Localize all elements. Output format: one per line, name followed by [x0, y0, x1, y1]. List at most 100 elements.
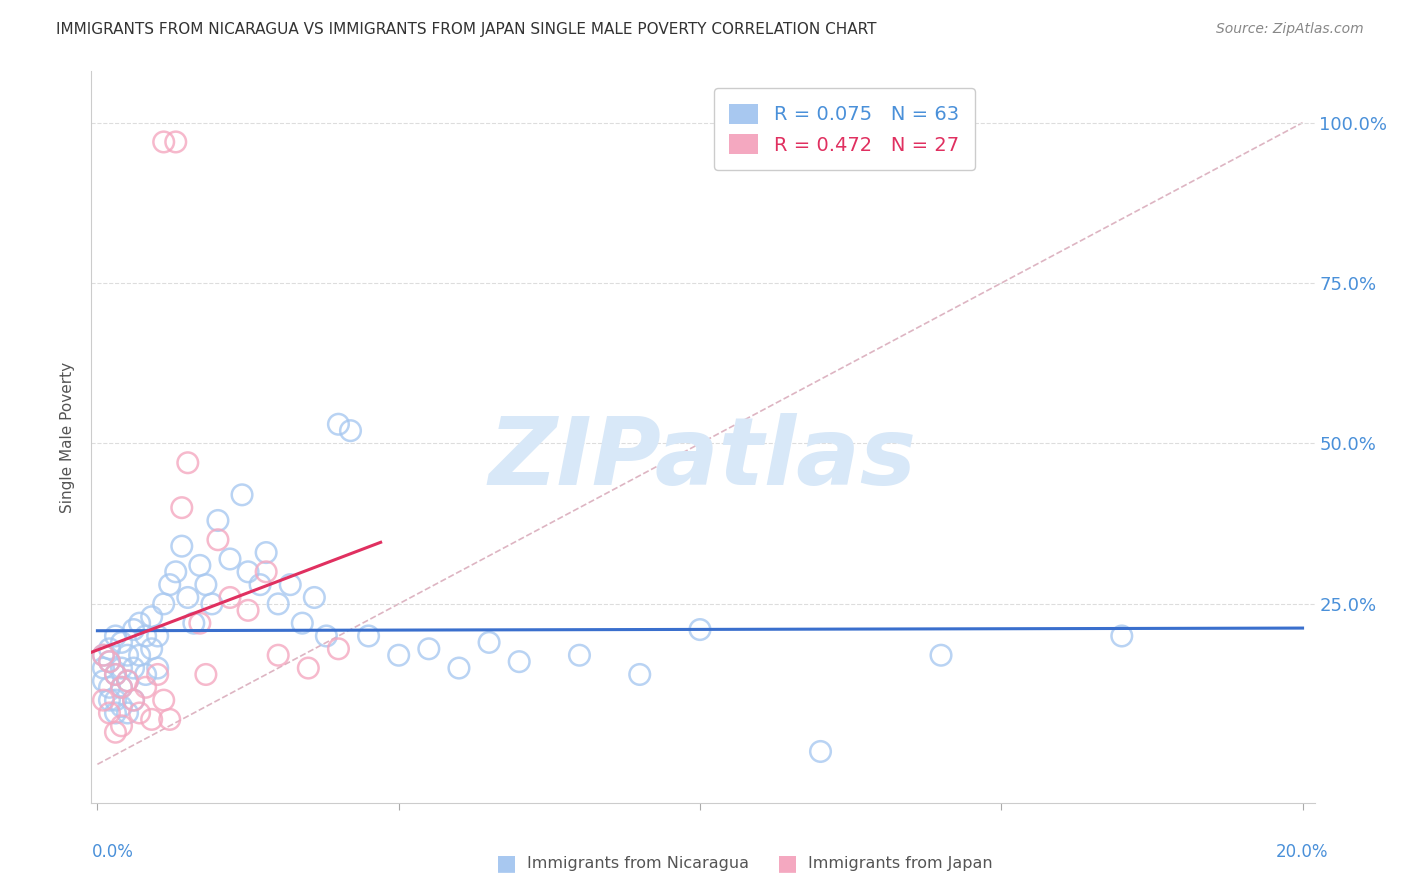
Point — [135, 629, 157, 643]
Point — [104, 629, 127, 643]
Point — [98, 706, 121, 720]
Point — [110, 681, 132, 695]
Point — [93, 648, 115, 663]
Point — [165, 565, 187, 579]
Point — [810, 744, 832, 758]
Point — [254, 565, 277, 579]
Text: Immigrants from Japan: Immigrants from Japan — [808, 856, 993, 871]
Point — [170, 500, 193, 515]
Point — [170, 539, 193, 553]
Text: Immigrants from Nicaragua: Immigrants from Nicaragua — [527, 856, 749, 871]
Point — [236, 603, 259, 617]
Point — [152, 693, 174, 707]
Legend: R = 0.075   N = 63, R = 0.472   N = 27: R = 0.075 N = 63, R = 0.472 N = 27 — [714, 88, 974, 170]
Point — [207, 514, 229, 528]
Text: ■: ■ — [496, 854, 516, 873]
Point — [165, 135, 187, 149]
Point — [388, 648, 411, 663]
Point — [93, 648, 115, 663]
Point — [117, 673, 139, 688]
Point — [304, 591, 326, 605]
Point — [98, 655, 121, 669]
Point — [152, 597, 174, 611]
Point — [117, 706, 139, 720]
Point — [183, 616, 205, 631]
Point — [201, 597, 224, 611]
Point — [146, 661, 169, 675]
Text: Source: ZipAtlas.com: Source: ZipAtlas.com — [1216, 22, 1364, 37]
Point — [104, 667, 127, 681]
Point — [297, 661, 319, 675]
Point — [236, 565, 259, 579]
Point — [231, 488, 253, 502]
Y-axis label: Single Male Poverty: Single Male Poverty — [60, 361, 76, 513]
Point — [93, 693, 115, 707]
Point — [110, 661, 132, 675]
Point — [508, 655, 530, 669]
Point — [689, 623, 711, 637]
Point — [328, 417, 350, 432]
Point — [122, 623, 145, 637]
Point — [207, 533, 229, 547]
Point — [177, 591, 200, 605]
Point — [152, 135, 174, 149]
Point — [339, 424, 361, 438]
Point — [93, 661, 115, 675]
Point — [929, 648, 952, 663]
Text: 20.0%: 20.0% — [1277, 843, 1329, 861]
Point — [159, 712, 181, 726]
Point — [177, 456, 200, 470]
Point — [628, 667, 651, 681]
Point — [478, 635, 501, 649]
Point — [93, 673, 115, 688]
Point — [117, 673, 139, 688]
Point — [328, 641, 350, 656]
Point — [159, 577, 181, 591]
Point — [141, 609, 163, 624]
Point — [104, 706, 127, 720]
Text: IMMIGRANTS FROM NICARAGUA VS IMMIGRANTS FROM JAPAN SINGLE MALE POVERTY CORRELATI: IMMIGRANTS FROM NICARAGUA VS IMMIGRANTS … — [56, 22, 877, 37]
Point — [135, 681, 157, 695]
Point — [357, 629, 380, 643]
Text: 0.0%: 0.0% — [91, 843, 134, 861]
Point — [146, 667, 169, 681]
Point — [110, 681, 132, 695]
Point — [128, 648, 150, 663]
Point — [146, 629, 169, 643]
Point — [128, 616, 150, 631]
Point — [104, 667, 127, 681]
Point — [141, 712, 163, 726]
Point — [98, 693, 121, 707]
Point — [194, 577, 217, 591]
Point — [98, 655, 121, 669]
Point — [254, 545, 277, 559]
Point — [98, 681, 121, 695]
Point — [110, 635, 132, 649]
Point — [104, 693, 127, 707]
Point — [219, 552, 242, 566]
Text: ZIPatlas: ZIPatlas — [489, 413, 917, 505]
Point — [315, 629, 337, 643]
Point — [128, 706, 150, 720]
Point — [98, 641, 121, 656]
Point — [117, 648, 139, 663]
Point — [122, 693, 145, 707]
Point — [194, 667, 217, 681]
Point — [267, 597, 290, 611]
Point — [110, 719, 132, 733]
Text: ■: ■ — [778, 854, 797, 873]
Point — [249, 577, 271, 591]
Point — [188, 558, 211, 573]
Point — [267, 648, 290, 663]
Point — [291, 616, 314, 631]
Point — [141, 641, 163, 656]
Point — [568, 648, 591, 663]
Point — [219, 591, 242, 605]
Point — [110, 699, 132, 714]
Point — [418, 641, 440, 656]
Point — [122, 693, 145, 707]
Point — [1111, 629, 1133, 643]
Point — [278, 577, 301, 591]
Point — [447, 661, 470, 675]
Point — [122, 661, 145, 675]
